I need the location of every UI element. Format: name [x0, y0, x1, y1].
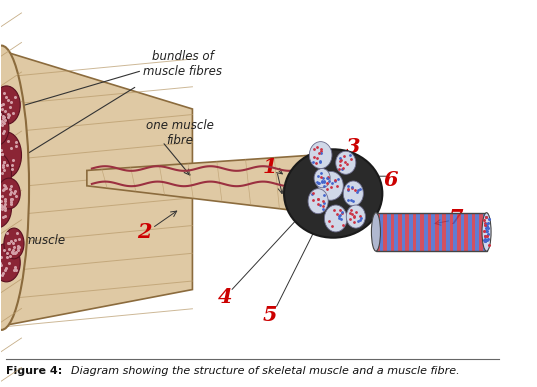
Ellipse shape — [343, 181, 364, 206]
Ellipse shape — [318, 171, 343, 200]
Polygon shape — [427, 213, 431, 251]
Polygon shape — [479, 213, 483, 251]
Text: one muscle: one muscle — [146, 119, 214, 132]
Polygon shape — [431, 213, 435, 251]
Ellipse shape — [372, 213, 380, 251]
Ellipse shape — [0, 86, 20, 124]
Polygon shape — [0, 48, 192, 328]
Polygon shape — [475, 213, 479, 251]
Polygon shape — [409, 213, 413, 251]
Polygon shape — [435, 213, 439, 251]
Polygon shape — [446, 213, 449, 251]
Text: 5: 5 — [263, 305, 278, 325]
Text: muscle fibres: muscle fibres — [143, 65, 222, 78]
Text: 3: 3 — [346, 137, 360, 158]
Polygon shape — [87, 155, 313, 213]
Polygon shape — [380, 213, 383, 251]
Ellipse shape — [0, 111, 9, 146]
Ellipse shape — [0, 46, 29, 330]
Polygon shape — [453, 213, 457, 251]
Text: bundles of: bundles of — [151, 50, 213, 63]
Polygon shape — [468, 213, 472, 251]
Ellipse shape — [308, 189, 328, 214]
Ellipse shape — [336, 151, 356, 174]
Polygon shape — [391, 213, 394, 251]
Text: Figure 4:: Figure 4: — [6, 366, 63, 376]
Text: 1: 1 — [263, 157, 278, 176]
Polygon shape — [420, 213, 424, 251]
Ellipse shape — [0, 243, 20, 282]
Polygon shape — [424, 213, 427, 251]
Polygon shape — [439, 213, 442, 251]
Text: 7: 7 — [449, 209, 463, 228]
Polygon shape — [402, 213, 405, 251]
Text: 6: 6 — [384, 170, 398, 190]
Ellipse shape — [0, 151, 11, 197]
Ellipse shape — [314, 168, 330, 188]
Text: 2: 2 — [137, 222, 152, 242]
Polygon shape — [387, 213, 391, 251]
Text: Diagram showing the structure of skeletal muscle and a muscle fibre.: Diagram showing the structure of skeleta… — [64, 366, 460, 376]
Ellipse shape — [4, 228, 24, 259]
Polygon shape — [457, 213, 461, 251]
Ellipse shape — [482, 213, 491, 251]
Polygon shape — [449, 213, 453, 251]
Ellipse shape — [309, 142, 332, 168]
Polygon shape — [483, 213, 487, 251]
Polygon shape — [383, 213, 387, 251]
Polygon shape — [461, 213, 465, 251]
Ellipse shape — [346, 205, 365, 228]
Polygon shape — [398, 213, 402, 251]
Polygon shape — [376, 213, 380, 251]
Text: 4: 4 — [218, 287, 233, 307]
Polygon shape — [417, 213, 420, 251]
Ellipse shape — [324, 205, 347, 232]
Text: muscle: muscle — [24, 234, 66, 247]
Ellipse shape — [284, 149, 382, 238]
Ellipse shape — [0, 178, 20, 209]
Text: fibre: fibre — [166, 134, 193, 147]
Polygon shape — [442, 213, 446, 251]
Polygon shape — [465, 213, 468, 251]
Polygon shape — [413, 213, 417, 251]
Polygon shape — [394, 213, 398, 251]
Ellipse shape — [0, 132, 21, 178]
Polygon shape — [472, 213, 475, 251]
Polygon shape — [405, 213, 409, 251]
Ellipse shape — [0, 190, 11, 228]
